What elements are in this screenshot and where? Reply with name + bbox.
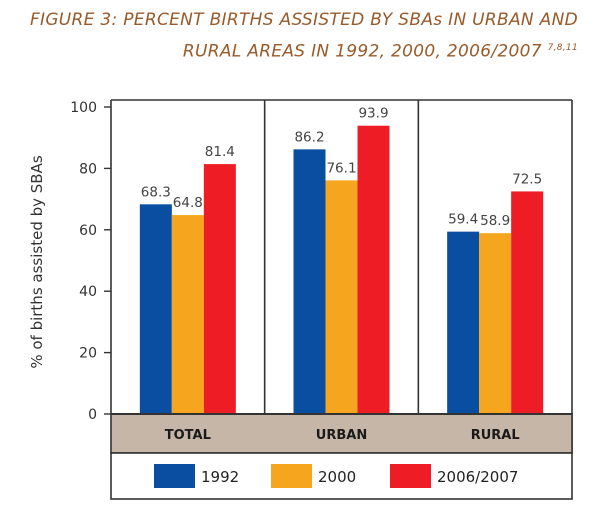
category-label-total: TOTAL: [165, 428, 211, 443]
value-label-total-2006-2007: 81.4: [205, 144, 235, 160]
category-label-urban: URBAN: [316, 428, 367, 443]
chart-title-superscript: 7,8,11: [547, 43, 578, 53]
legend-label-2000: 2000: [318, 468, 356, 486]
legend: 1992 2000 2006/2007: [110, 452, 573, 500]
y-axis: 0 20 40 60 80 100: [70, 100, 112, 423]
legend-swatch-2006-2007: [390, 464, 431, 488]
bar-urban-1992: [293, 149, 326, 414]
y-tick-label: 40: [79, 284, 97, 300]
value-label-rural-2000: 58.9: [480, 213, 510, 229]
legend-label-1992: 1992: [201, 468, 239, 486]
bar-rural-2006-2007: [511, 191, 544, 414]
bar-total-2006-2007: [203, 164, 236, 414]
y-tick-label: 0: [88, 407, 97, 423]
bar-rural-2000: [479, 233, 512, 414]
chart-title-line1: FIGURE 3: PERCENT BIRTHS ASSISTED BY SBA…: [29, 10, 578, 30]
y-tick-label: 20: [79, 346, 97, 362]
legend-label-2006-2007: 2006/2007: [437, 468, 518, 486]
value-label-total-1992: 68.3: [141, 184, 171, 200]
bar-total-2000: [171, 215, 204, 414]
legend-swatch-2000: [271, 464, 312, 488]
chart-title-line2-text: RURAL AREAS IN 1992, 2000, 2006/2007: [182, 41, 542, 62]
value-label-urban-2000: 76.1: [326, 160, 356, 176]
y-axis-label: % of births assisted by SBAs: [28, 155, 46, 369]
chart-title: FIGURE 3: PERCENT BIRTHS ASSISTED BY SBA…: [18, 6, 578, 66]
value-label-urban-1992: 86.2: [294, 129, 324, 145]
category-band-bg: [110, 413, 573, 454]
legend-swatch-1992: [154, 464, 195, 488]
bar-urban-2006-2007: [357, 125, 390, 415]
bar-total-1992: [139, 204, 172, 414]
value-label-rural-2006-2007: 72.5: [512, 171, 542, 187]
bar-rural-1992: [447, 231, 480, 414]
y-tick-label: 100: [70, 100, 97, 116]
bar-urban-2000: [325, 180, 358, 414]
value-label-total-2000: 64.8: [173, 195, 203, 211]
category-band: TOTAL URBAN RURAL: [110, 413, 573, 454]
y-tick-label: 60: [79, 223, 97, 239]
bars-layer: [139, 125, 544, 415]
value-labels-layer: 68.364.8 81.4 86.276.1 93.9 59.4 58.9 72.5: [141, 106, 542, 229]
chart-title-line2: RURAL AREAS IN 1992, 2000, 2006/2007 7,8…: [18, 34, 578, 66]
y-tick-label: 80: [79, 161, 97, 177]
value-label-rural-1992: 59.4: [448, 212, 478, 228]
category-label-rural: RURAL: [471, 428, 520, 443]
value-label-urban-2006-2007: 93.9: [358, 106, 388, 122]
chart-frame: [111, 99, 573, 453]
